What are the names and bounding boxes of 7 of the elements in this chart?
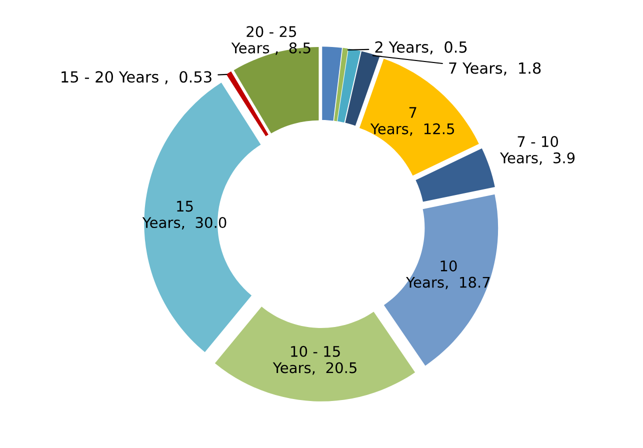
slice-label: 7 Years, 1.8 <box>449 62 541 76</box>
slice-label: 20 - 25 Years , 8.5 <box>231 26 310 55</box>
slice-label: 7 Years, 12.5 <box>370 107 454 136</box>
slice-label: 7 - 10 Years, 3.9 <box>500 136 575 165</box>
slice-label: 15 - 20 Years , 0.53 <box>62 71 212 84</box>
slice-label: 10 - 15 Years, 20.5 <box>272 346 356 375</box>
slice-label: 2 Years, 0.5 <box>375 41 467 54</box>
